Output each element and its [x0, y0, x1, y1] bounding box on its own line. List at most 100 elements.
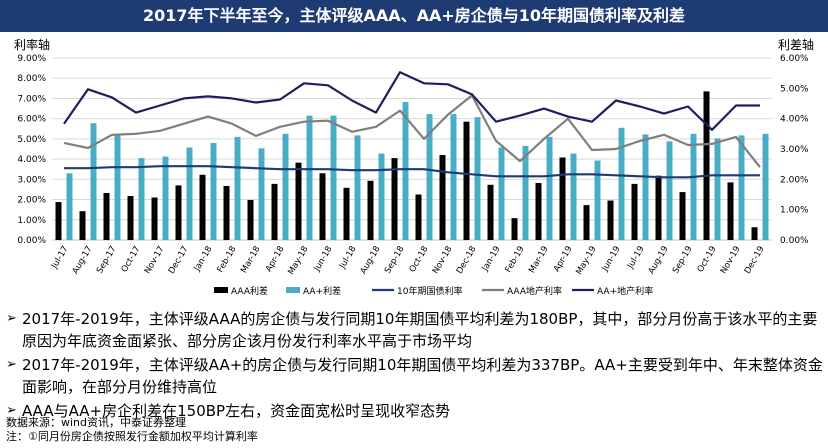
y-left-axis-label: 利率轴	[14, 37, 50, 52]
footnote-line: 注：①同月份房企债按照发行金额加权平均计算利率	[6, 430, 258, 443]
y-right-tick-label: 4.00%	[780, 115, 809, 125]
aaa-spread-bar	[295, 162, 302, 240]
aa-plus-spread-bar	[738, 135, 745, 240]
aaa-spread-bar	[247, 199, 254, 240]
aa-plus-spread-bar	[330, 115, 337, 240]
aa-plus-spread-bar	[474, 117, 481, 240]
x-tick-label: Feb-19	[503, 245, 526, 275]
aa-plus-spread-bar	[570, 153, 577, 240]
aaa-spread-bar	[319, 173, 326, 240]
x-tick-label: Nov-19	[719, 245, 743, 276]
legend-label: 10年期国债利率	[397, 285, 462, 297]
aa-plus-spread-bar	[234, 136, 241, 240]
x-tick-label: Sep-17	[95, 245, 119, 276]
y-left-tick-label: 7.00%	[17, 94, 46, 104]
y-right-axis-label: 利差轴	[778, 37, 814, 52]
aaa-spread-bar	[199, 174, 206, 240]
arrow-bullet-icon: ➢	[6, 403, 17, 418]
y-left-tick-label: 8.00%	[17, 74, 46, 84]
note-text-2: 2017年-2019年，主体评级AA+的房企债与发行同期10年期国债平均利差为3…	[22, 356, 823, 396]
x-tick-label: May-19	[574, 245, 598, 277]
y-left-tick-label: 0.00%	[17, 236, 46, 246]
aaa-spread-bar	[487, 184, 494, 240]
bar-series	[55, 91, 769, 240]
note-text-3: AAA与AA+房企利差在150BP左右，资金面宽松时呈现收窄态势	[22, 402, 451, 420]
aa-plus-spread-bar	[66, 173, 73, 240]
gridlines	[52, 57, 772, 241]
aa-plus-spread-bar	[642, 134, 649, 240]
x-tick-label: Jan-18	[192, 245, 215, 274]
aa-plus-spread-bar	[594, 160, 601, 240]
source-notes: 数据来源：wind资讯，中泰证券整理 注：①同月份房企债按照发行金额加权平均计算…	[6, 416, 258, 444]
aaa-spread-bar	[151, 197, 158, 240]
legend-label: AA+地产利率	[597, 285, 653, 297]
legend-label: AA+利差	[303, 285, 341, 297]
x-tick-label: Jul-17	[49, 245, 70, 272]
aa-plus-spread-bar	[762, 133, 769, 240]
title-bar: 2017年下半年至今，主体评级AAA、AA+房企债与10年期国债利率及利差	[0, 0, 828, 32]
aaa-spread-bar	[415, 194, 422, 240]
aaa-spread-bar	[439, 155, 446, 240]
aaa-spread-bar	[679, 192, 686, 240]
aaa-spread-bar	[511, 218, 518, 240]
aaa-spread-bar	[127, 196, 134, 240]
x-tick-label: Sep-18	[383, 245, 407, 276]
aaa-spread-bar	[103, 192, 110, 240]
aa-plus-spread-bar	[450, 114, 457, 240]
arrow-bullet-icon: ➢	[6, 311, 17, 326]
chart: 利率轴 利差轴 0.00% 1.00% 2.00% 3.00% 4.00% 5.00% 6.…	[14, 37, 814, 297]
y-left-tick-label: 2.00%	[17, 196, 46, 206]
aaa-spread-bar	[535, 182, 542, 240]
aaa-spread-bar	[631, 183, 638, 240]
aaa-spread-bar	[391, 158, 398, 240]
aa-plus-spread-bar	[402, 101, 409, 240]
aaa-spread-bar	[55, 202, 62, 240]
legend-swatch	[214, 287, 228, 293]
aaa-spread-bar	[583, 205, 590, 240]
aaa-spread-bar	[559, 157, 566, 240]
y-right-tick-label: 3.00%	[780, 145, 809, 155]
aaa-spread-bar	[271, 183, 278, 240]
aa-plus-rate-line	[63, 71, 760, 131]
aaa-spread-bar	[727, 182, 734, 240]
aaa-spread-bar	[463, 121, 470, 240]
aaa-spread-bar	[367, 180, 374, 240]
aa-plus-spread-bar	[90, 123, 97, 240]
legend-label: AAA地产利率	[507, 285, 562, 297]
aa-plus-spread-bar	[618, 127, 625, 240]
x-tick-label: Aug-18	[359, 245, 383, 276]
line-series	[63, 71, 761, 179]
aa-plus-spread-bar	[210, 142, 217, 240]
y-right-tick-label: 1.00%	[780, 206, 809, 216]
x-tick-label: Jun-18	[312, 245, 335, 274]
aa-plus-spread-bar	[546, 136, 553, 240]
x-tick-label: Aug-17	[71, 245, 95, 276]
aaa-spread-bar	[175, 185, 182, 240]
aa-plus-spread-bar	[690, 133, 697, 240]
notes-list: ➢ 2017年-2019年，主体评级AAA的房企债与发行同期10年期国债平均利差…	[6, 308, 824, 424]
x-tick-label: Jan-19	[480, 245, 503, 274]
arrow-bullet-icon: ➢	[6, 357, 17, 372]
aaa-spread-bar	[751, 227, 758, 240]
aaa-rate-line	[63, 94, 761, 168]
x-tick-label: Dec-18	[455, 245, 479, 276]
aa-plus-spread-bar	[258, 148, 265, 240]
x-tick-label: Apr-19	[552, 245, 575, 274]
aa-plus-spread-bar	[498, 147, 505, 240]
aa-plus-spread-bar	[114, 135, 121, 240]
note-item-2: ➢ 2017年-2019年，主体评级AA+的房企债与发行同期10年期国债平均利差…	[6, 354, 824, 398]
y-left-tick-label: 9.00%	[17, 54, 46, 64]
aaa-spread-bar	[703, 91, 710, 240]
aa-plus-spread-bar	[186, 147, 193, 240]
aa-plus-spread-bar	[426, 114, 433, 240]
legend-swatch	[286, 287, 300, 293]
y-right-tick-label: 6.00%	[780, 54, 809, 64]
x-tick-label: Oct-18	[408, 245, 431, 275]
x-tick-label: Oct-17	[120, 245, 143, 275]
y-left-tick-label: 3.00%	[17, 175, 46, 185]
x-tick-label: May-18	[286, 245, 310, 277]
x-tick-label: Jul-19	[625, 245, 646, 272]
aa-plus-spread-bar	[666, 141, 673, 240]
treasury-10y-line	[64, 165, 760, 179]
y-left-tick-label: 4.00%	[17, 155, 46, 165]
